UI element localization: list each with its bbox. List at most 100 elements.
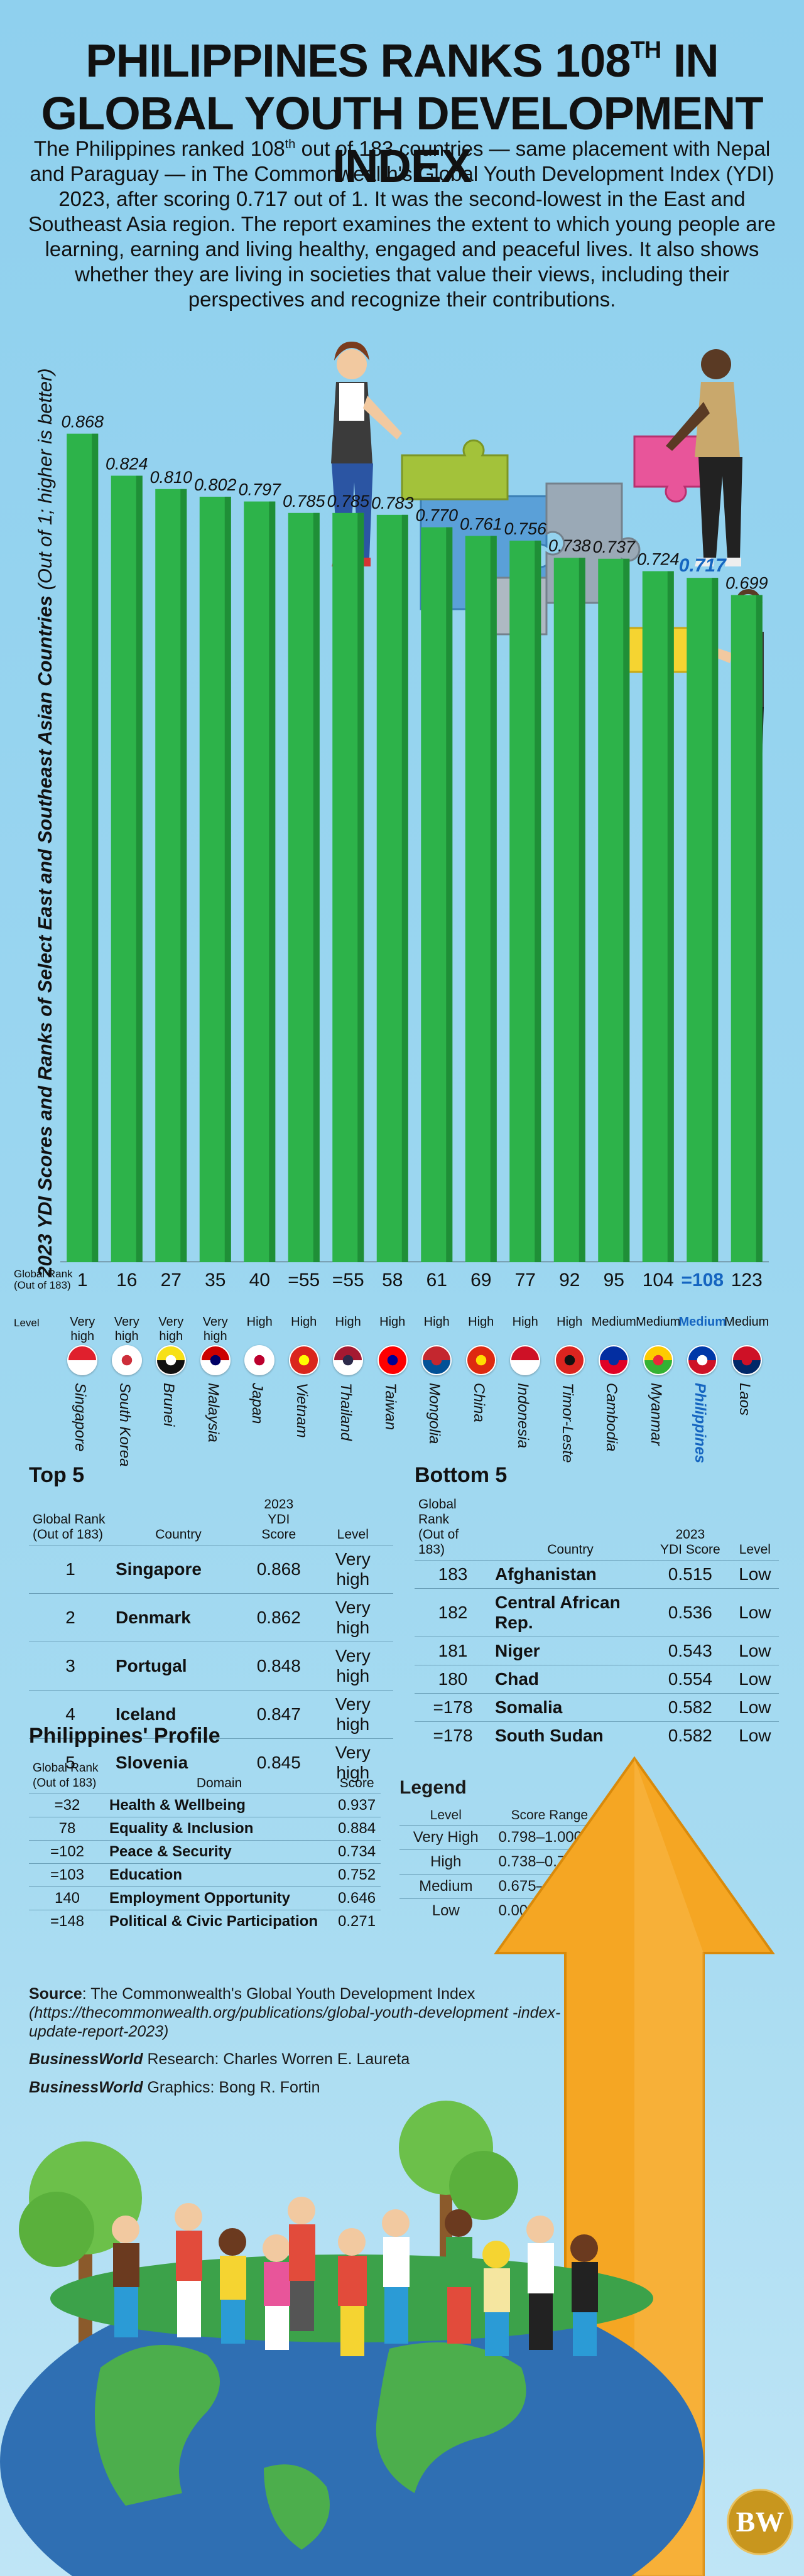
- bar-value-label: 0.699: [725, 574, 768, 593]
- country-label: Mongolia: [426, 1383, 443, 1444]
- bar-group-china: 0.761: [460, 514, 503, 1262]
- bar-shade: [136, 475, 143, 1262]
- rank-cell: 140: [29, 1886, 106, 1910]
- level-cell: High: [246, 1315, 273, 1329]
- bar-value-label: 0.824: [106, 455, 148, 474]
- domain-cell: Equality & Inclusion: [106, 1817, 334, 1841]
- vietnam-flag-icon: [288, 1345, 319, 1375]
- level-cell: High: [468, 1315, 494, 1329]
- rank-cell: 2: [29, 1593, 112, 1642]
- level-cell: Very high: [114, 1315, 139, 1343]
- south-korea-flag-icon: [111, 1345, 142, 1375]
- bar-group-myanmar: 0.724: [637, 550, 680, 1262]
- rank-cell: =178: [415, 1693, 491, 1722]
- bar-value-label: 0.717: [679, 555, 727, 576]
- global-rank-cell: 27: [160, 1270, 182, 1291]
- domain-cell: Health & Wellbeing: [106, 1794, 334, 1817]
- table-row: 5 Slovenia 0.845 Very high: [29, 1738, 393, 1787]
- bar-value-label: 0.785: [327, 492, 370, 511]
- myanmar-flag-icon: [643, 1345, 673, 1375]
- score-cell: 0.937: [333, 1794, 381, 1817]
- bar-group-thailand: 0.785: [327, 492, 370, 1262]
- bar-group-brunei: 0.810: [149, 468, 192, 1262]
- global-rank-cell: 104: [642, 1270, 674, 1291]
- bar-group-singapore: 0.868: [61, 413, 104, 1262]
- bar-value-label: 0.802: [194, 475, 237, 494]
- country-label: Timor-Leste: [558, 1383, 576, 1463]
- level-cell: Medium: [591, 1315, 636, 1329]
- china-flag-icon: [465, 1345, 496, 1375]
- bar-shade: [579, 558, 585, 1262]
- bar-value-label: 0.785: [283, 492, 326, 511]
- bar-value-label: 0.756: [504, 519, 547, 538]
- singapore-flag-icon: [67, 1345, 98, 1375]
- youth-globe-illustration: [0, 1756, 775, 2576]
- level-cell: Low: [731, 1721, 779, 1750]
- table-row: 182 Central African Rep. 0.536 Low: [415, 1588, 779, 1637]
- level-cell: Low: [731, 1588, 779, 1637]
- level-cell: High: [399, 1849, 492, 1875]
- global-rank-cell: 92: [559, 1270, 580, 1291]
- domain-cell: Education: [106, 1863, 334, 1887]
- country-label: Malaysia: [204, 1383, 222, 1442]
- level-cell: Low: [731, 1693, 779, 1722]
- global-rank-cell: 58: [382, 1270, 403, 1291]
- bottom5-table: Global Rank (Out of 183) Country 2023 YDI …: [415, 1495, 779, 1750]
- level-cell: Low: [731, 1665, 779, 1694]
- intro-paragraph: The Philippines ranked 108th out of 183 …: [28, 137, 776, 311]
- bar-group-japan: 0.797: [238, 480, 281, 1262]
- rank-cell: =102: [29, 1840, 106, 1864]
- country-cell: Afghanistan: [491, 1560, 649, 1589]
- score-cell: 0.271: [333, 1910, 381, 1933]
- rank-cell: =103: [29, 1863, 106, 1887]
- bar-shade: [446, 527, 453, 1262]
- global-rank-cell: 1: [77, 1270, 88, 1291]
- score-cell: 0.847: [245, 1690, 313, 1739]
- score-cell: 0.868: [245, 1545, 313, 1594]
- score-cell: 0.848: [245, 1642, 313, 1691]
- rank-cell: =148: [29, 1910, 106, 1933]
- level-row-label: Level: [14, 1317, 40, 1329]
- rank-cell: =32: [29, 1794, 106, 1817]
- table-row: 3 Portugal 0.848 Very high: [29, 1642, 393, 1691]
- bar-shade: [535, 540, 541, 1262]
- bar-group-south-korea: 0.824: [106, 455, 148, 1262]
- level-cell: High: [512, 1315, 538, 1329]
- legend-header-row: Level Score Range: [430, 1808, 589, 1822]
- country-label: Myanmar: [647, 1383, 665, 1446]
- country-label: Laos: [736, 1383, 753, 1416]
- country-label: South Korea: [116, 1383, 133, 1467]
- score-cell: 0.515: [649, 1560, 731, 1589]
- score-cell: 0.845: [245, 1738, 313, 1787]
- bottom5-header-row: Global Rank (Out of 183) Country 2023 YDI …: [418, 1497, 771, 1557]
- country-cell: Portugal: [112, 1642, 245, 1691]
- bar-group-indonesia: 0.756: [504, 519, 547, 1262]
- global-rank-cell: 123: [731, 1270, 763, 1291]
- table-row: =178 South Sudan 0.582 Low: [415, 1721, 779, 1750]
- country-label: Singapore: [72, 1383, 89, 1452]
- top5-header-row: Global Rank (Out of 183) Country 2023 YDI …: [33, 1497, 369, 1542]
- level-cell: Very High: [399, 1825, 492, 1850]
- global-rank-row-label: Global Rank (Out of 183): [14, 1268, 73, 1291]
- bar-value-label: 0.761: [460, 514, 503, 533]
- bar-value-label: 0.797: [238, 480, 281, 499]
- global-rank-cell: 61: [426, 1270, 447, 1291]
- rank-cell: 3: [29, 1642, 112, 1691]
- bar-value-label: 0.737: [592, 538, 636, 556]
- bar-shade: [712, 578, 719, 1262]
- country-cell: Slovenia: [112, 1738, 245, 1787]
- table-row: 180 Chad 0.554 Low: [415, 1665, 779, 1694]
- level-cell: High: [335, 1315, 361, 1329]
- level-cell: Low: [731, 1637, 779, 1665]
- country-label: Thailand: [337, 1383, 355, 1441]
- level-cell: High: [557, 1315, 583, 1329]
- score-cell: 0.543: [649, 1637, 731, 1665]
- legend-title: Legend: [399, 1777, 467, 1798]
- country-cell: South Sudan: [491, 1721, 649, 1750]
- bar-value-label: 0.783: [371, 494, 414, 512]
- source-note: Source: The Commonwealth's Global Youth …: [29, 1985, 561, 2040]
- country-label: Cambodia: [603, 1383, 621, 1452]
- global-rank-cell: =55: [332, 1270, 364, 1291]
- timor-leste-flag-icon: [554, 1345, 585, 1375]
